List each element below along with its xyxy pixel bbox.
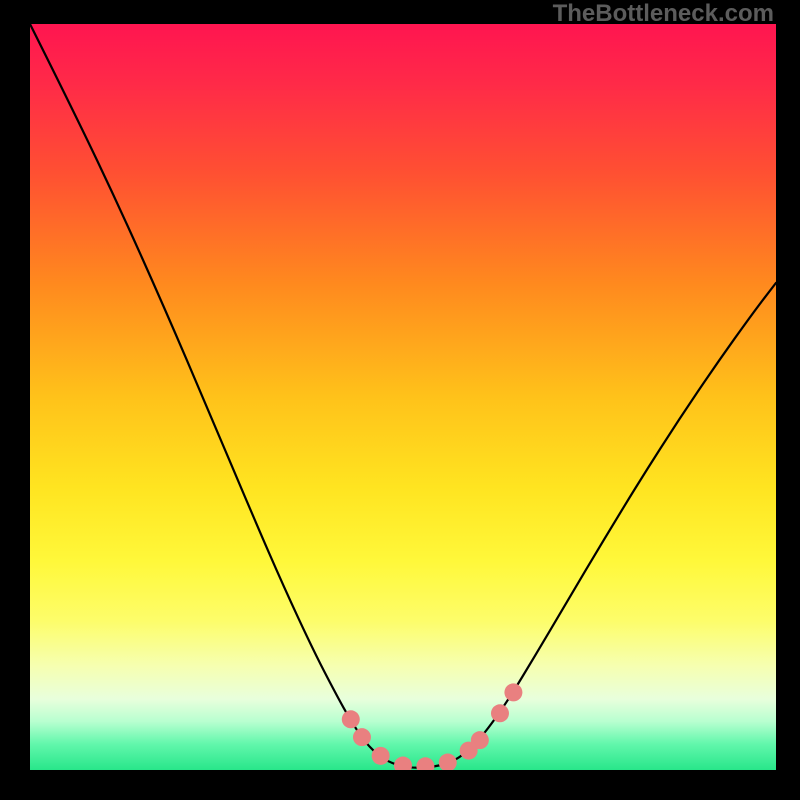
data-dot bbox=[439, 754, 457, 772]
chart-svg bbox=[0, 0, 800, 800]
watermark-text: TheBottleneck.com bbox=[553, 0, 774, 28]
data-dot bbox=[471, 731, 489, 749]
data-dot bbox=[491, 704, 509, 722]
plot-background bbox=[30, 24, 776, 770]
data-dot bbox=[372, 747, 390, 765]
data-dot bbox=[342, 710, 360, 728]
data-dot bbox=[504, 683, 522, 701]
chart-stage: TheBottleneck.com bbox=[0, 0, 800, 800]
data-dot bbox=[353, 728, 371, 746]
